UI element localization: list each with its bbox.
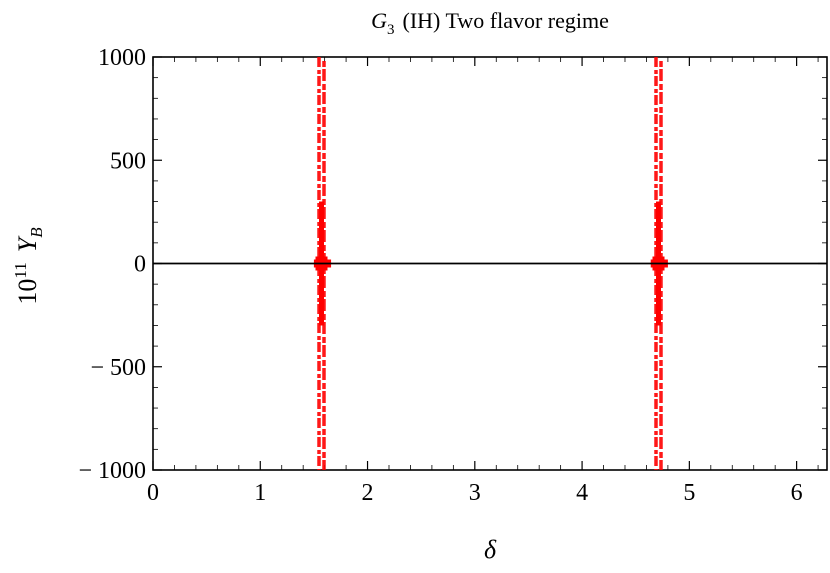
y-axis-label-exponent: 11 — [11, 262, 30, 278]
y-tick-label: 500 — [110, 148, 146, 174]
y-tick-label: − 500 — [90, 355, 146, 381]
y-axis-label-base: 10 — [13, 279, 42, 305]
y-tick-label: 1000 — [98, 45, 146, 71]
y-tick-label: 0 — [134, 252, 146, 278]
plot-area: 0 1 2 3 4 5 6 1000 500 0 − 500 − 1000 — [78, 45, 828, 506]
x-axis-label: δ — [484, 535, 497, 564]
y-axis-label: 1011 YB — [11, 227, 46, 305]
chart-title: G3 (IH) Two flavor regime — [371, 8, 609, 38]
x-tick-label: 4 — [576, 480, 588, 506]
x-tick-label: 2 — [362, 480, 374, 506]
chart-title-subscript: 3 — [387, 22, 395, 38]
x-tick-label: 1 — [254, 480, 266, 506]
x-tick-label: 3 — [469, 480, 481, 506]
y-tick-label: − 1000 — [78, 458, 146, 484]
y-axis-label-symbol: Y — [13, 235, 42, 252]
chart-title-rest: (IH) Two flavor regime — [403, 8, 609, 33]
x-tick-label: 5 — [683, 480, 695, 506]
chart-title-symbol: G — [371, 8, 387, 33]
x-tick-label: 0 — [147, 480, 159, 506]
x-tick-label: 6 — [791, 480, 803, 506]
y-axis-label-subscript: B — [27, 227, 46, 238]
